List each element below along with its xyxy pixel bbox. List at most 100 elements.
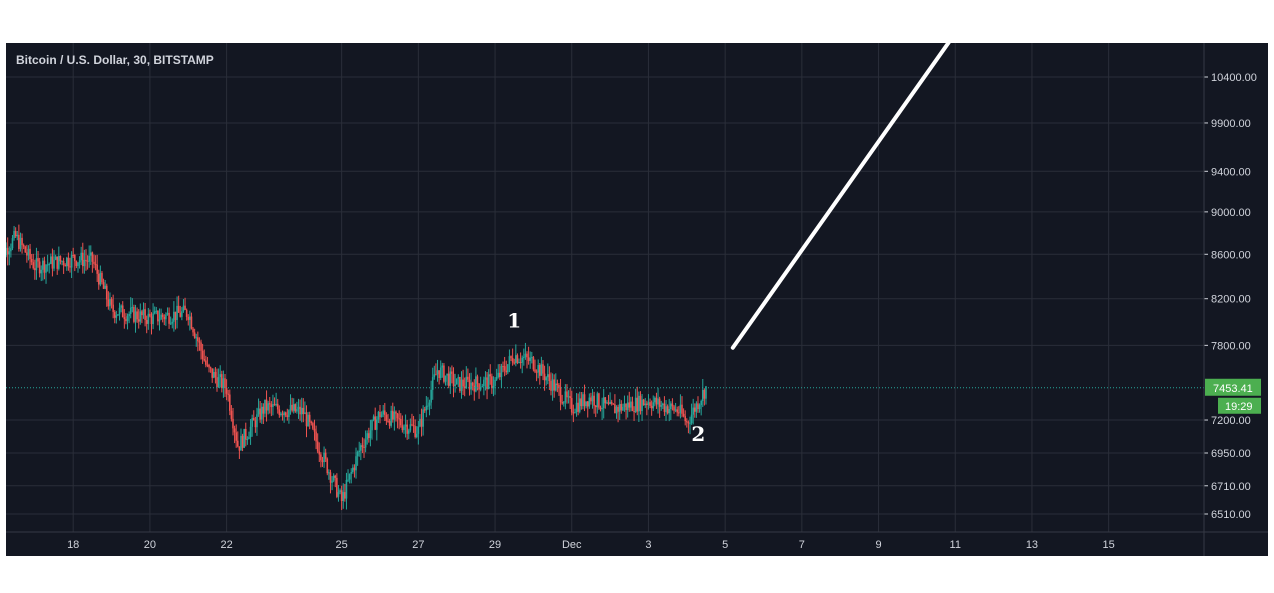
candle-body: [692, 407, 694, 415]
candle-body: [542, 364, 544, 374]
candle-body: [662, 403, 664, 406]
candle-body: [22, 244, 25, 247]
candle-body: [538, 365, 541, 376]
candle-body: [270, 404, 273, 407]
candle-body: [153, 311, 156, 314]
candle-body: [289, 404, 292, 411]
candle-body: [682, 413, 685, 417]
candle-body: [347, 479, 349, 481]
candle-body: [16, 234, 19, 237]
candle-body: [513, 362, 516, 364]
candle-body: [64, 265, 67, 267]
candle-body: [658, 398, 661, 407]
candle-body: [189, 316, 191, 320]
candle-body: [286, 415, 289, 417]
candle-body: [679, 404, 682, 413]
candle-body: [697, 403, 699, 410]
candle-body: [297, 406, 300, 410]
candle-body: [567, 396, 570, 398]
candle-body: [221, 374, 223, 389]
candle-body: [451, 371, 453, 374]
candle-body: [296, 409, 298, 412]
candle-body: [260, 406, 263, 420]
y-tick-label: 7200.00: [1211, 415, 1251, 427]
candle-body: [329, 472, 332, 483]
candle-body: [454, 384, 456, 387]
candle-body: [558, 384, 560, 388]
candle-body: [157, 310, 159, 322]
candle-body: [550, 381, 552, 391]
price-chart[interactable]: 12 18 20 22 25 27 29 Dec 3 5 7 9 11 13 1510400.009900…: [6, 43, 1268, 556]
candle-body: [569, 396, 571, 398]
candle-body: [141, 311, 143, 316]
candle-body: [377, 411, 380, 420]
candle-body: [598, 393, 600, 408]
candle-body: [407, 430, 410, 434]
candle-body: [358, 450, 361, 453]
candle-body: [53, 259, 55, 269]
candle-body: [654, 397, 656, 403]
candle-body: [155, 310, 158, 312]
x-tick-label: 29: [489, 539, 501, 551]
candle-body: [304, 412, 306, 415]
candle-body: [315, 431, 317, 442]
candle-body: [217, 377, 220, 387]
candle-body: [192, 328, 194, 333]
candle-body: [497, 372, 500, 377]
candle-body: [471, 382, 474, 386]
candle-body: [534, 369, 536, 372]
candle-body: [174, 311, 177, 320]
candle-body: [267, 403, 269, 411]
candle-body: [443, 365, 445, 382]
candle-body: [395, 411, 397, 414]
candle-body: [252, 418, 255, 421]
candle-body: [606, 402, 608, 404]
candle-body: [604, 397, 607, 404]
countdown-badge: [1218, 397, 1261, 414]
candle-body: [526, 353, 528, 358]
candle-body: [510, 356, 512, 358]
candle-body: [398, 418, 400, 420]
candle-body: [129, 307, 132, 314]
candle-body: [232, 418, 234, 429]
candle-body: [326, 458, 329, 474]
candle-body: [147, 313, 150, 324]
candle-body: [72, 254, 74, 256]
candle-body: [515, 355, 517, 364]
candle-body: [265, 399, 268, 411]
candle-body: [73, 254, 76, 262]
candle-body: [551, 379, 554, 391]
candle-body: [243, 428, 245, 448]
candle-body: [657, 398, 659, 405]
candle-body: [470, 382, 472, 390]
candle-body: [176, 305, 178, 320]
candle-body: [591, 395, 594, 402]
candle-body: [61, 261, 63, 263]
candle-body: [78, 260, 81, 263]
candle-body: [502, 366, 504, 368]
candle-body: [562, 402, 565, 404]
candle-body: [519, 362, 522, 364]
candle-body: [160, 314, 162, 320]
candle-body: [556, 383, 559, 385]
candle-body: [634, 397, 637, 413]
candle-body: [208, 364, 210, 368]
candle-body: [527, 357, 530, 361]
candle-body: [6, 247, 7, 256]
candle-body: [152, 313, 154, 325]
candle-body: [503, 366, 506, 371]
candle-body: [678, 412, 680, 414]
candle-body: [368, 433, 370, 439]
candle-body: [244, 428, 247, 440]
candle-body: [352, 467, 354, 473]
candle-body: [166, 312, 169, 315]
candle-body: [428, 402, 431, 406]
candle-body: [214, 371, 217, 378]
candle-body: [505, 370, 508, 373]
candle-body: [371, 419, 373, 431]
candle-body: [476, 376, 479, 384]
candle-body: [307, 414, 309, 427]
candle-body: [305, 412, 308, 427]
candle-body: [356, 452, 359, 457]
